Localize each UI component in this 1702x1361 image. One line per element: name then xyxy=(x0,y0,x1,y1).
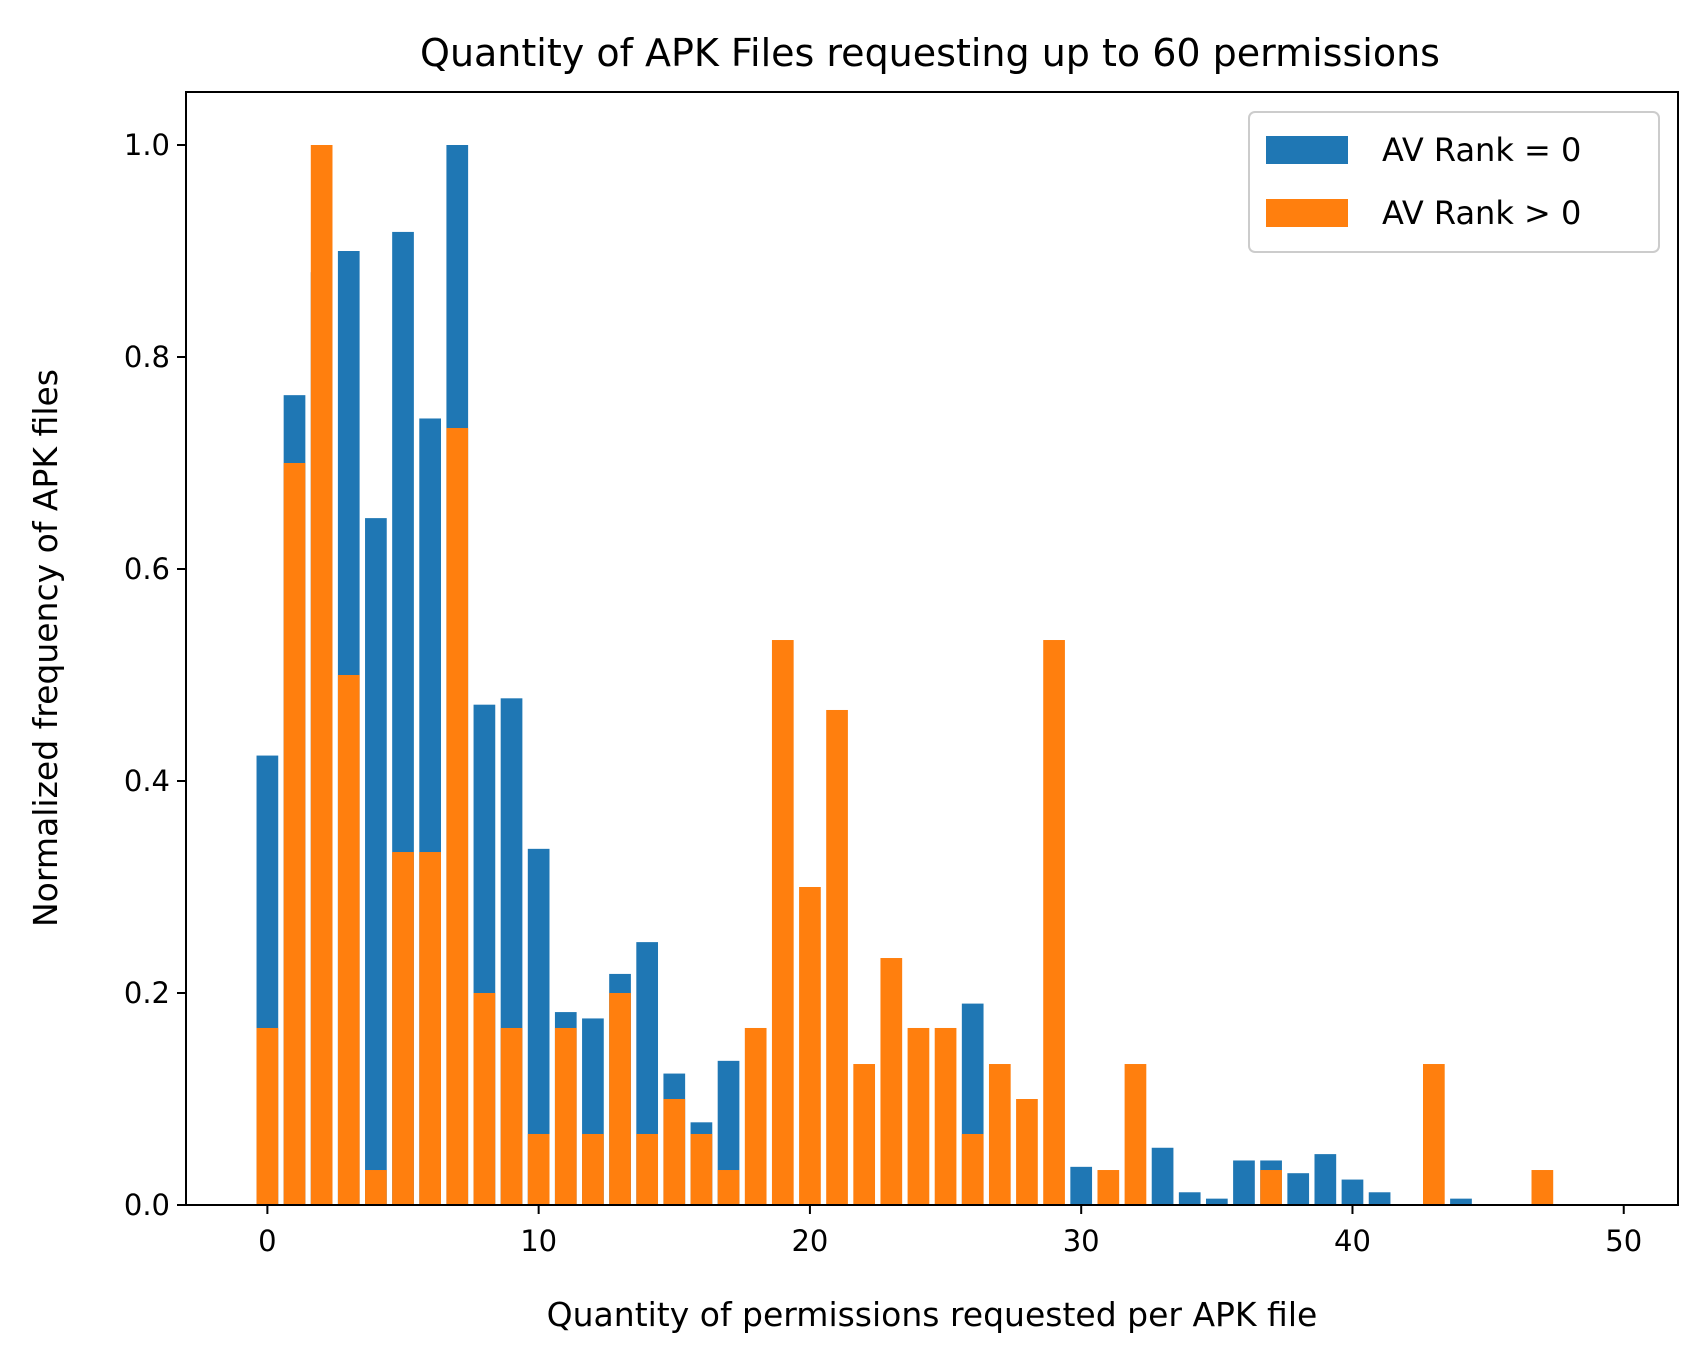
bar-series1-x17 xyxy=(717,1170,740,1205)
bar-series1-x18 xyxy=(744,1027,767,1205)
bar-series1-x22 xyxy=(853,1064,876,1205)
bar-series0-x17 xyxy=(717,1060,740,1205)
bar-series1-x8 xyxy=(473,993,496,1205)
x-tick-label: 40 xyxy=(1334,1224,1371,1258)
legend-swatch xyxy=(1266,136,1348,164)
y-tick-label: 0.4 xyxy=(124,764,170,798)
bar-series1-x1 xyxy=(283,463,306,1205)
legend-label: AV Rank > 0 xyxy=(1382,194,1581,232)
bar-series1-x25 xyxy=(934,1027,957,1205)
bar-series0-x41 xyxy=(1368,1192,1391,1205)
y-axis-ticks: 0.0 0.2 0.4 0.6 0.8 1.0 xyxy=(124,128,186,1222)
bar-series1-x12 xyxy=(582,1133,604,1205)
bar-series1-x15 xyxy=(663,1099,686,1205)
legend-box xyxy=(1248,111,1660,253)
legend: AV Rank = 0 AV Rank > 0 xyxy=(1248,111,1660,253)
bar-series1-x0 xyxy=(256,1027,279,1205)
bar-series0-x35 xyxy=(1205,1198,1228,1205)
bar-series1-x13 xyxy=(609,993,631,1205)
bar-series1-x31 xyxy=(1097,1170,1120,1205)
bar-series1-x23 xyxy=(880,958,903,1205)
bar-series1-x4 xyxy=(365,1170,387,1205)
chart-title: Quantity of APK Files requesting up to 6… xyxy=(420,31,1440,75)
bar-series0-x4 xyxy=(365,518,387,1205)
bar-series1-x26 xyxy=(961,1133,984,1205)
bar-series0-x36 xyxy=(1233,1160,1255,1205)
x-axis-label: Quantity of permissions requested per AP… xyxy=(547,1295,1318,1334)
bar-series1-x24 xyxy=(907,1027,930,1205)
y-tick-label: 0.2 xyxy=(124,976,170,1010)
bar-series1-x9 xyxy=(500,1027,523,1205)
bar-series1-x16 xyxy=(690,1133,713,1205)
bar-series1-x32 xyxy=(1124,1064,1147,1205)
bar-series1-x47 xyxy=(1531,1170,1554,1205)
bar-series1-x21 xyxy=(826,709,848,1205)
bar-series1-x29 xyxy=(1043,640,1065,1205)
bar-series1-x5 xyxy=(392,852,414,1205)
legend-label: AV Rank = 0 xyxy=(1382,131,1581,169)
bar-series1-x37 xyxy=(1260,1170,1282,1205)
bars-group xyxy=(256,145,1554,1206)
bar-series1-x11 xyxy=(554,1027,577,1205)
bar-series0-x44 xyxy=(1450,1198,1472,1205)
bar-series1-x10 xyxy=(527,1133,550,1205)
y-tick-label: 0.0 xyxy=(124,1188,170,1222)
y-tick-label: 1.0 xyxy=(124,128,170,162)
x-tick-label: 0 xyxy=(258,1224,276,1258)
x-tick-label: 30 xyxy=(1063,1224,1100,1258)
plot-frame xyxy=(185,91,1679,1206)
bar-series0-x38 xyxy=(1287,1173,1310,1205)
bar-series1-x7 xyxy=(446,428,469,1205)
bar-series1-x20 xyxy=(799,887,821,1205)
bar-series1-x2 xyxy=(310,145,333,1205)
legend-swatch xyxy=(1266,199,1348,227)
x-tick-label: 20 xyxy=(791,1224,828,1258)
x-tick-label: 50 xyxy=(1605,1224,1642,1258)
bar-series0-x40 xyxy=(1341,1179,1364,1205)
bar-series1-x3 xyxy=(337,675,360,1205)
bar-series1-x27 xyxy=(988,1064,1011,1205)
bar-series1-x19 xyxy=(771,640,794,1205)
bar-series1-x14 xyxy=(636,1133,659,1205)
y-tick-label: 0.8 xyxy=(124,340,170,374)
bar-series1-x43 xyxy=(1423,1064,1445,1205)
bar-series0-x34 xyxy=(1178,1192,1201,1205)
y-tick-label: 0.6 xyxy=(124,552,170,586)
y-axis-label: Normalized frequency of APK files xyxy=(26,369,65,927)
x-axis-ticks: 0 10 20 30 40 50 xyxy=(258,1205,1642,1258)
x-tick-label: 10 xyxy=(520,1224,557,1258)
bar-series0-x33 xyxy=(1151,1147,1174,1205)
bar-series0-x10 xyxy=(527,848,550,1205)
bar-series0-x30 xyxy=(1070,1166,1093,1205)
bar-series1-x28 xyxy=(1016,1099,1038,1205)
bar-series0-x39 xyxy=(1314,1154,1337,1205)
bar-series1-x6 xyxy=(419,852,441,1205)
